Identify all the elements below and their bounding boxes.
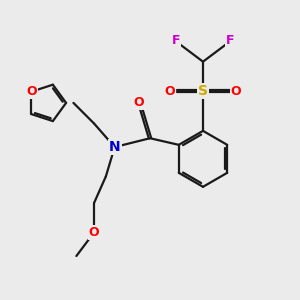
Text: O: O [133,96,143,109]
Text: O: O [231,85,241,98]
Text: N: N [109,140,121,154]
Text: F: F [172,34,180,47]
Text: S: S [198,84,208,98]
Text: F: F [226,34,234,47]
Text: O: O [89,226,99,239]
Text: O: O [165,85,175,98]
Text: O: O [26,85,37,98]
